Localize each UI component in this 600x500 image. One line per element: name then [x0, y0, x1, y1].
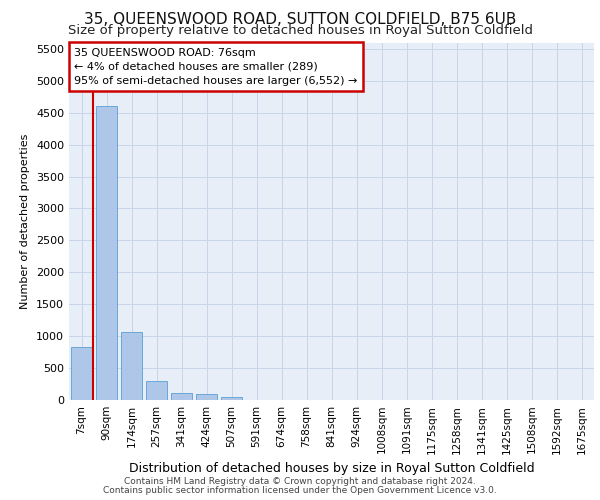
Text: 35, QUEENSWOOD ROAD, SUTTON COLDFIELD, B75 6UB: 35, QUEENSWOOD ROAD, SUTTON COLDFIELD, B…: [84, 12, 516, 28]
Bar: [121, 332, 142, 400]
Bar: [196, 394, 217, 400]
Bar: [146, 382, 167, 400]
Bar: [171, 394, 192, 400]
X-axis label: Distribution of detached houses by size in Royal Sutton Coldfield: Distribution of detached houses by size …: [128, 462, 535, 475]
Bar: [221, 397, 242, 400]
Text: Contains HM Land Registry data © Crown copyright and database right 2024.: Contains HM Land Registry data © Crown c…: [124, 477, 476, 486]
Y-axis label: Number of detached properties: Number of detached properties: [20, 134, 31, 309]
Text: Size of property relative to detached houses in Royal Sutton Coldfield: Size of property relative to detached ho…: [67, 24, 533, 37]
Bar: [71, 347, 92, 400]
Text: 35 QUEENSWOOD ROAD: 76sqm
← 4% of detached houses are smaller (289)
95% of semi-: 35 QUEENSWOOD ROAD: 76sqm ← 4% of detach…: [74, 48, 358, 86]
Text: Contains public sector information licensed under the Open Government Licence v3: Contains public sector information licen…: [103, 486, 497, 495]
Bar: [96, 106, 117, 400]
